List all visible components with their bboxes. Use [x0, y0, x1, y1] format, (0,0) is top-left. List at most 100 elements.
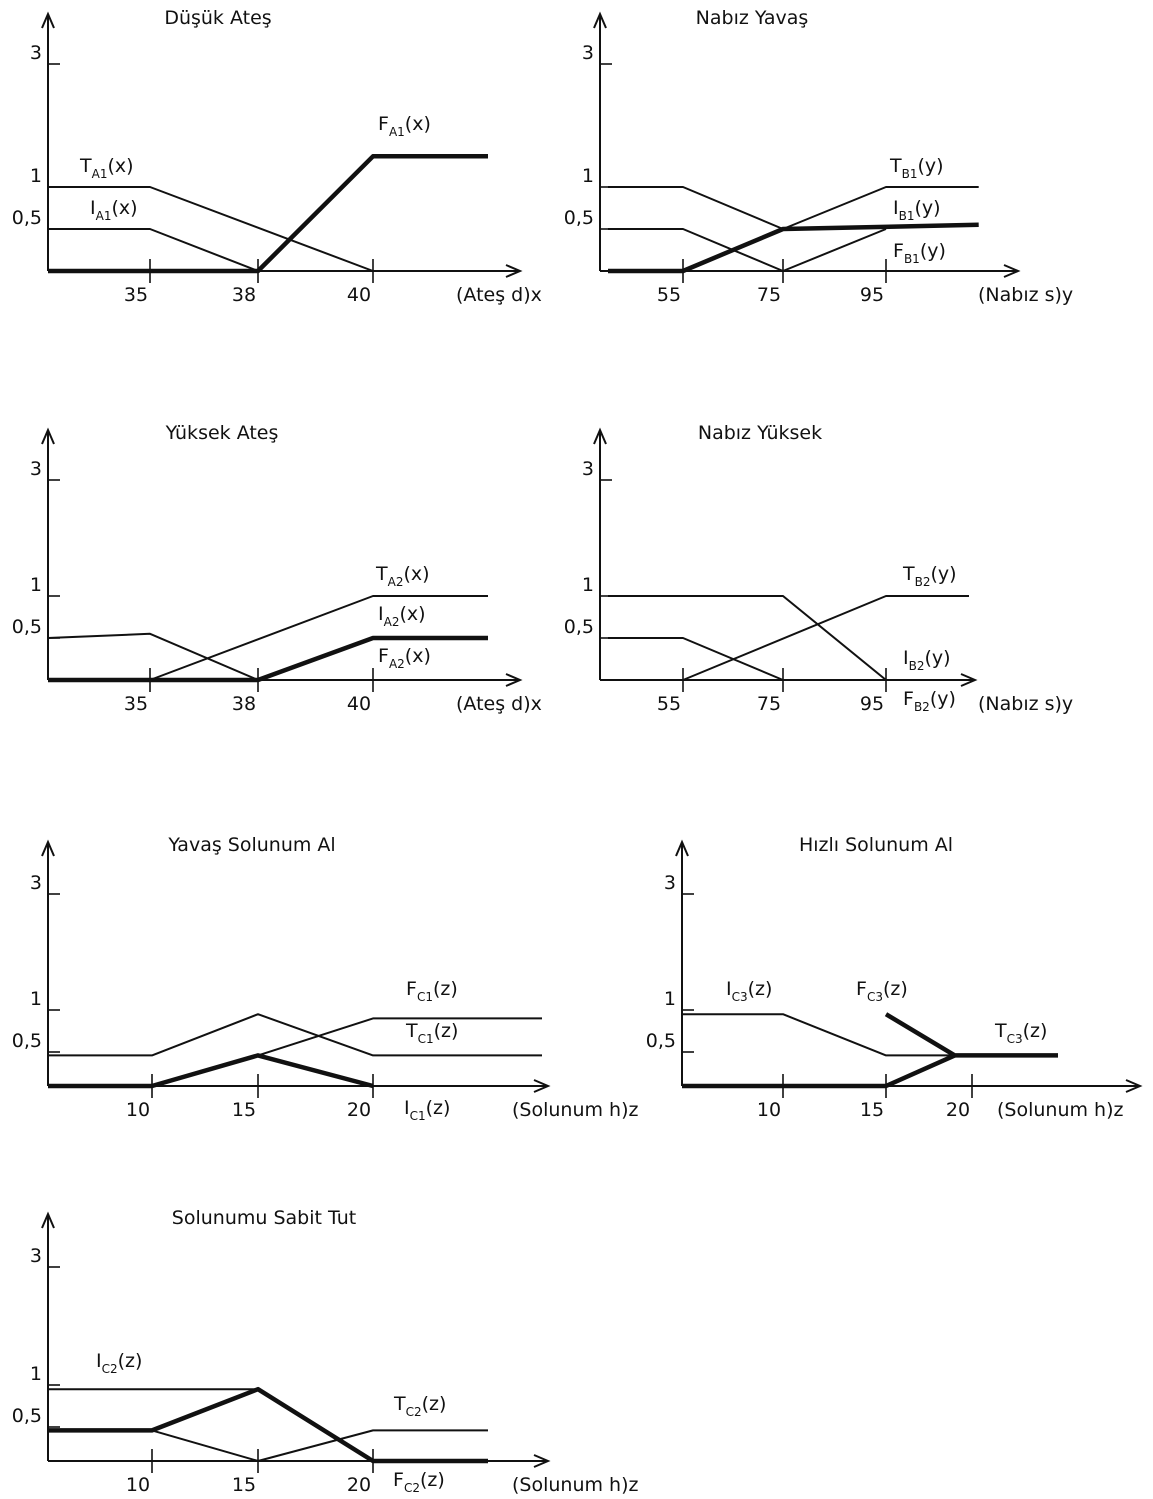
chart-panel-5: Yavaş Solunum Al 3 1 0,5 10 15 20 (Solunum h)z F…: [12, 834, 639, 1123]
series-label: FC3(z): [856, 978, 908, 1004]
y-tick-label: 0,5: [646, 1030, 676, 1052]
x-tick-label: 10: [757, 1099, 781, 1121]
series-label: FA2(x): [378, 645, 431, 671]
x-axis-arrow: [1125, 1079, 1143, 1093]
chart-title: Yüksek Ateş: [165, 422, 279, 444]
series-label: TC2(z): [393, 1393, 446, 1419]
series-line-t-a1: [48, 186, 374, 272]
series-line-f-a1: [48, 154, 488, 274]
x-axis-label: (Nabız s)y: [978, 693, 1073, 715]
chart-title: Nabız Yavaş: [696, 7, 809, 29]
y-axis-arrow: [41, 427, 55, 445]
series-line-t-b2: [608, 595, 969, 681]
chart-title: Hızlı Solunum Al: [799, 834, 953, 856]
series-label: FC2(z): [393, 1469, 445, 1495]
series-label: IC2(z): [96, 1350, 142, 1376]
x-tick-label: 95: [860, 284, 884, 306]
x-axis-label: (Solunum h)z: [997, 1099, 1124, 1121]
y-tick-label: 1: [582, 574, 594, 596]
y-axis-arrow: [675, 839, 689, 857]
series-label: FA1(x): [378, 113, 431, 139]
x-tick-label: 15: [860, 1099, 884, 1121]
x-axis-label: (Nabız s)y: [978, 284, 1073, 306]
x-tick-label: 75: [757, 284, 781, 306]
series-label: TB1(y): [889, 155, 944, 181]
series-label: FC1(z): [406, 978, 458, 1004]
series-line-t-c3: [682, 1053, 956, 1089]
series-line-i-b2: [608, 595, 887, 681]
x-tick-label: 15: [232, 1099, 256, 1121]
chart-panel-6: Hızlı Solunum Al 3 1 0,5 10 15 20 (Solunum h)z I…: [646, 834, 1143, 1121]
x-tick-label: 20: [946, 1099, 970, 1121]
y-tick-label: 3: [30, 458, 42, 480]
series-line-i-a2: [47, 632, 259, 681]
chart-title: Solunumu Sabit Tut: [172, 1207, 356, 1229]
chart-title: Nabız Yüksek: [698, 422, 822, 444]
x-axis-label: (Ateş d)x: [456, 284, 542, 306]
chart-panel-1: Düşük Ateş 3 1 0,5 35 38 40 (Ateş d)x TA1(x) IA1(…: [12, 7, 542, 306]
x-axis-label: (Solunum h)z: [512, 1474, 639, 1496]
y-tick-label: 3: [30, 42, 42, 64]
x-tick-label: 55: [657, 284, 681, 306]
chart-panel-7: Solunumu Sabit Tut 3 1 0,5 10 15 20 (Solunum h)…: [12, 1207, 639, 1496]
chart-panel-2: Nabız Yavaş 3 1 0,5 55 75 95 (Nabız s)y TB1(y) IB…: [564, 7, 1073, 306]
y-tick-label: 3: [30, 1245, 42, 1267]
series-label: TA1(x): [79, 155, 134, 181]
series-label: FB1(y): [893, 240, 946, 266]
y-tick-label: 3: [582, 42, 594, 64]
series-label: IA2(x): [378, 603, 426, 629]
x-tick-label: 38: [232, 284, 256, 306]
x-axis-arrow: [533, 1079, 551, 1093]
x-tick-label: 40: [347, 693, 371, 715]
y-tick-label: 3: [30, 872, 42, 894]
series-label: TC1(z): [405, 1020, 458, 1046]
x-axis-arrow: [960, 673, 978, 687]
series-label: TC3(z): [994, 1020, 1047, 1046]
x-tick-label: 75: [757, 693, 781, 715]
y-tick-label: 1: [582, 165, 594, 187]
x-tick-label: 20: [347, 1099, 371, 1121]
x-tick-label: 10: [126, 1474, 150, 1496]
x-tick-label: 15: [232, 1474, 256, 1496]
series-line-f-b2: [608, 637, 886, 681]
y-tick-label: 1: [664, 988, 676, 1010]
y-tick-label: 1: [30, 1363, 42, 1385]
series-line-t-c2: [48, 1429, 488, 1462]
series-label: TB2(y): [902, 563, 957, 589]
y-tick-label: 1: [30, 165, 42, 187]
chart-panel-4: Nabız Yüksek 3 1 0,5 55 75 95 (Nabız s)y TB2(y) I…: [564, 422, 1073, 715]
y-tick-label: 0,5: [564, 616, 594, 638]
series-line-f-a2: [48, 635, 488, 683]
y-tick-label: 0,5: [12, 1405, 42, 1427]
y-axis-arrow: [593, 427, 607, 445]
x-axis-label: (Solunum h)z: [512, 1099, 639, 1121]
x-axis-label: (Ateş d)x: [456, 693, 542, 715]
x-tick-label: 95: [860, 693, 884, 715]
x-tick-label: 20: [347, 1474, 371, 1496]
x-tick-label: 10: [126, 1099, 150, 1121]
series-line-i-c3: [682, 1013, 955, 1057]
x-axis-arrow: [505, 264, 523, 278]
x-tick-label: 35: [124, 693, 148, 715]
y-tick-label: 0,5: [12, 207, 42, 229]
chart-title: Yavaş Solunum Al: [167, 834, 335, 856]
series-label: IB2(y): [903, 647, 951, 673]
series-line-i-c1: [48, 1053, 374, 1089]
series-label: IA1(x): [90, 197, 138, 223]
y-tick-label: 1: [30, 574, 42, 596]
series-line-i-a1: [48, 228, 259, 272]
series-label: IB1(y): [893, 197, 941, 223]
y-tick-label: 1: [30, 988, 42, 1010]
y-tick-label: 3: [664, 872, 676, 894]
x-tick-label: 40: [347, 284, 371, 306]
series-line-f-c2: [48, 1386, 488, 1464]
series-line-t-c1: [48, 1013, 542, 1057]
x-axis-arrow: [505, 673, 523, 687]
y-tick-label: 0,5: [12, 616, 42, 638]
series-label: IC1(z): [404, 1097, 450, 1123]
x-tick-label: 55: [657, 693, 681, 715]
x-tick-label: 35: [124, 284, 148, 306]
x-axis-arrow: [1003, 264, 1021, 278]
series-label: FB2(y): [903, 688, 956, 714]
